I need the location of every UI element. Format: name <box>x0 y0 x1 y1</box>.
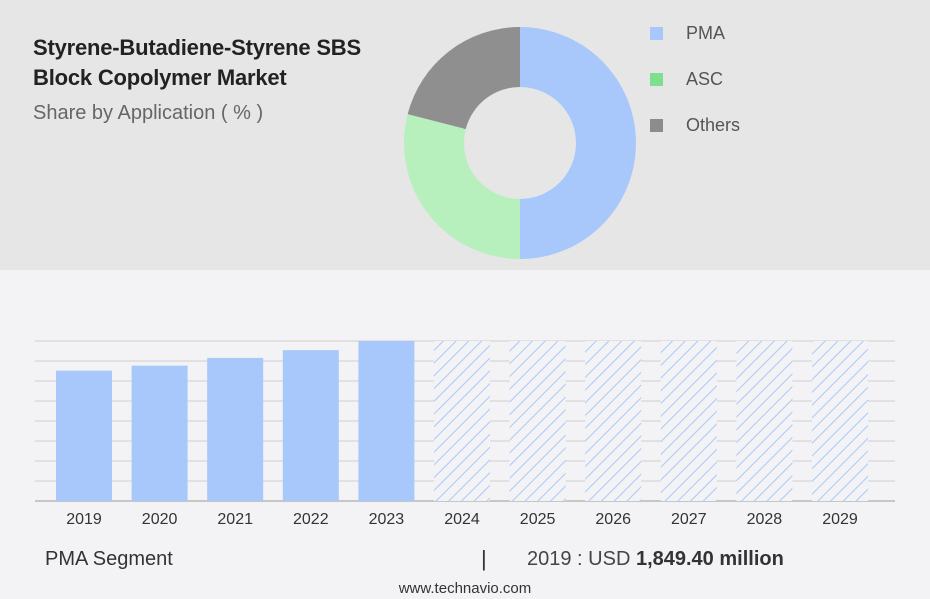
footer-segment-label: PMA Segment <box>45 548 173 570</box>
legend-label-others: Others <box>686 114 741 135</box>
bar-2023 <box>358 341 415 501</box>
bar-2019 <box>56 370 112 501</box>
forecast-bar-2025 <box>509 341 566 501</box>
legend-swatch-others <box>650 118 663 132</box>
forecast-bar-2028 <box>736 341 793 501</box>
donut-slice-pma <box>520 27 636 259</box>
footer-year-label: 2019 : USD <box>527 548 631 570</box>
legend-item-asc: ASC <box>650 56 740 102</box>
forecast-bar-2029 <box>812 341 868 501</box>
x-tick-label-2023: 2023 <box>369 511 405 528</box>
footer-value: 2019 : USD 1,849.40 million <box>527 548 784 571</box>
forecast-bar-2027 <box>660 341 717 501</box>
forecast-bar-2024 <box>434 341 490 501</box>
donut-slice-asc <box>403 114 520 259</box>
x-tick-label-2020: 2020 <box>142 511 178 528</box>
chart-title: Styrene-Butadiene-Styrene SBS Block Copo… <box>33 35 361 90</box>
bars <box>56 341 868 501</box>
x-axis-labels: 2019 2020 2021 2022 2023 2024 2025 2026 2027 2028… <box>66 511 858 528</box>
bar-2020 <box>131 365 188 501</box>
footer-divider: | <box>481 546 487 571</box>
x-tick-label-2021: 2021 <box>217 511 253 528</box>
bar-chart: 2019 2020 2021 2022 2023 2024 2025 2026 2027 2028… <box>35 340 895 528</box>
donut-chart <box>403 27 636 259</box>
donut-slice-others <box>407 27 520 130</box>
x-tick-label-2026: 2026 <box>595 511 631 528</box>
legend-label-asc: ASC <box>686 68 724 89</box>
bar-2022 <box>282 350 339 501</box>
x-tick-label-2025: 2025 <box>520 511 556 528</box>
x-tick-label-2024: 2024 <box>444 511 480 528</box>
forecast-bar-2026 <box>585 341 642 501</box>
x-tick-label-2029: 2029 <box>822 511 858 528</box>
x-tick-label-2028: 2028 <box>747 511 783 528</box>
legend-item-others: Others <box>650 102 740 148</box>
x-tick-label-2022: 2022 <box>293 511 329 528</box>
legend-label-pma: PMA <box>686 22 726 43</box>
legend-swatch-asc <box>650 72 663 86</box>
legend-item-pma: PMA <box>650 10 740 56</box>
bar-2021 <box>207 357 264 501</box>
footer-site: www.technavio.com <box>398 580 532 597</box>
chart-subtitle: Share by Application ( % ) <box>33 102 264 124</box>
footer-value-amount: 1,849.40 million <box>635 548 784 570</box>
x-tick-label-2019: 2019 <box>66 511 102 528</box>
legend-swatch-pma <box>650 26 663 40</box>
legend: PMA ASC Others <box>650 10 740 148</box>
x-tick-label-2027: 2027 <box>671 511 707 528</box>
